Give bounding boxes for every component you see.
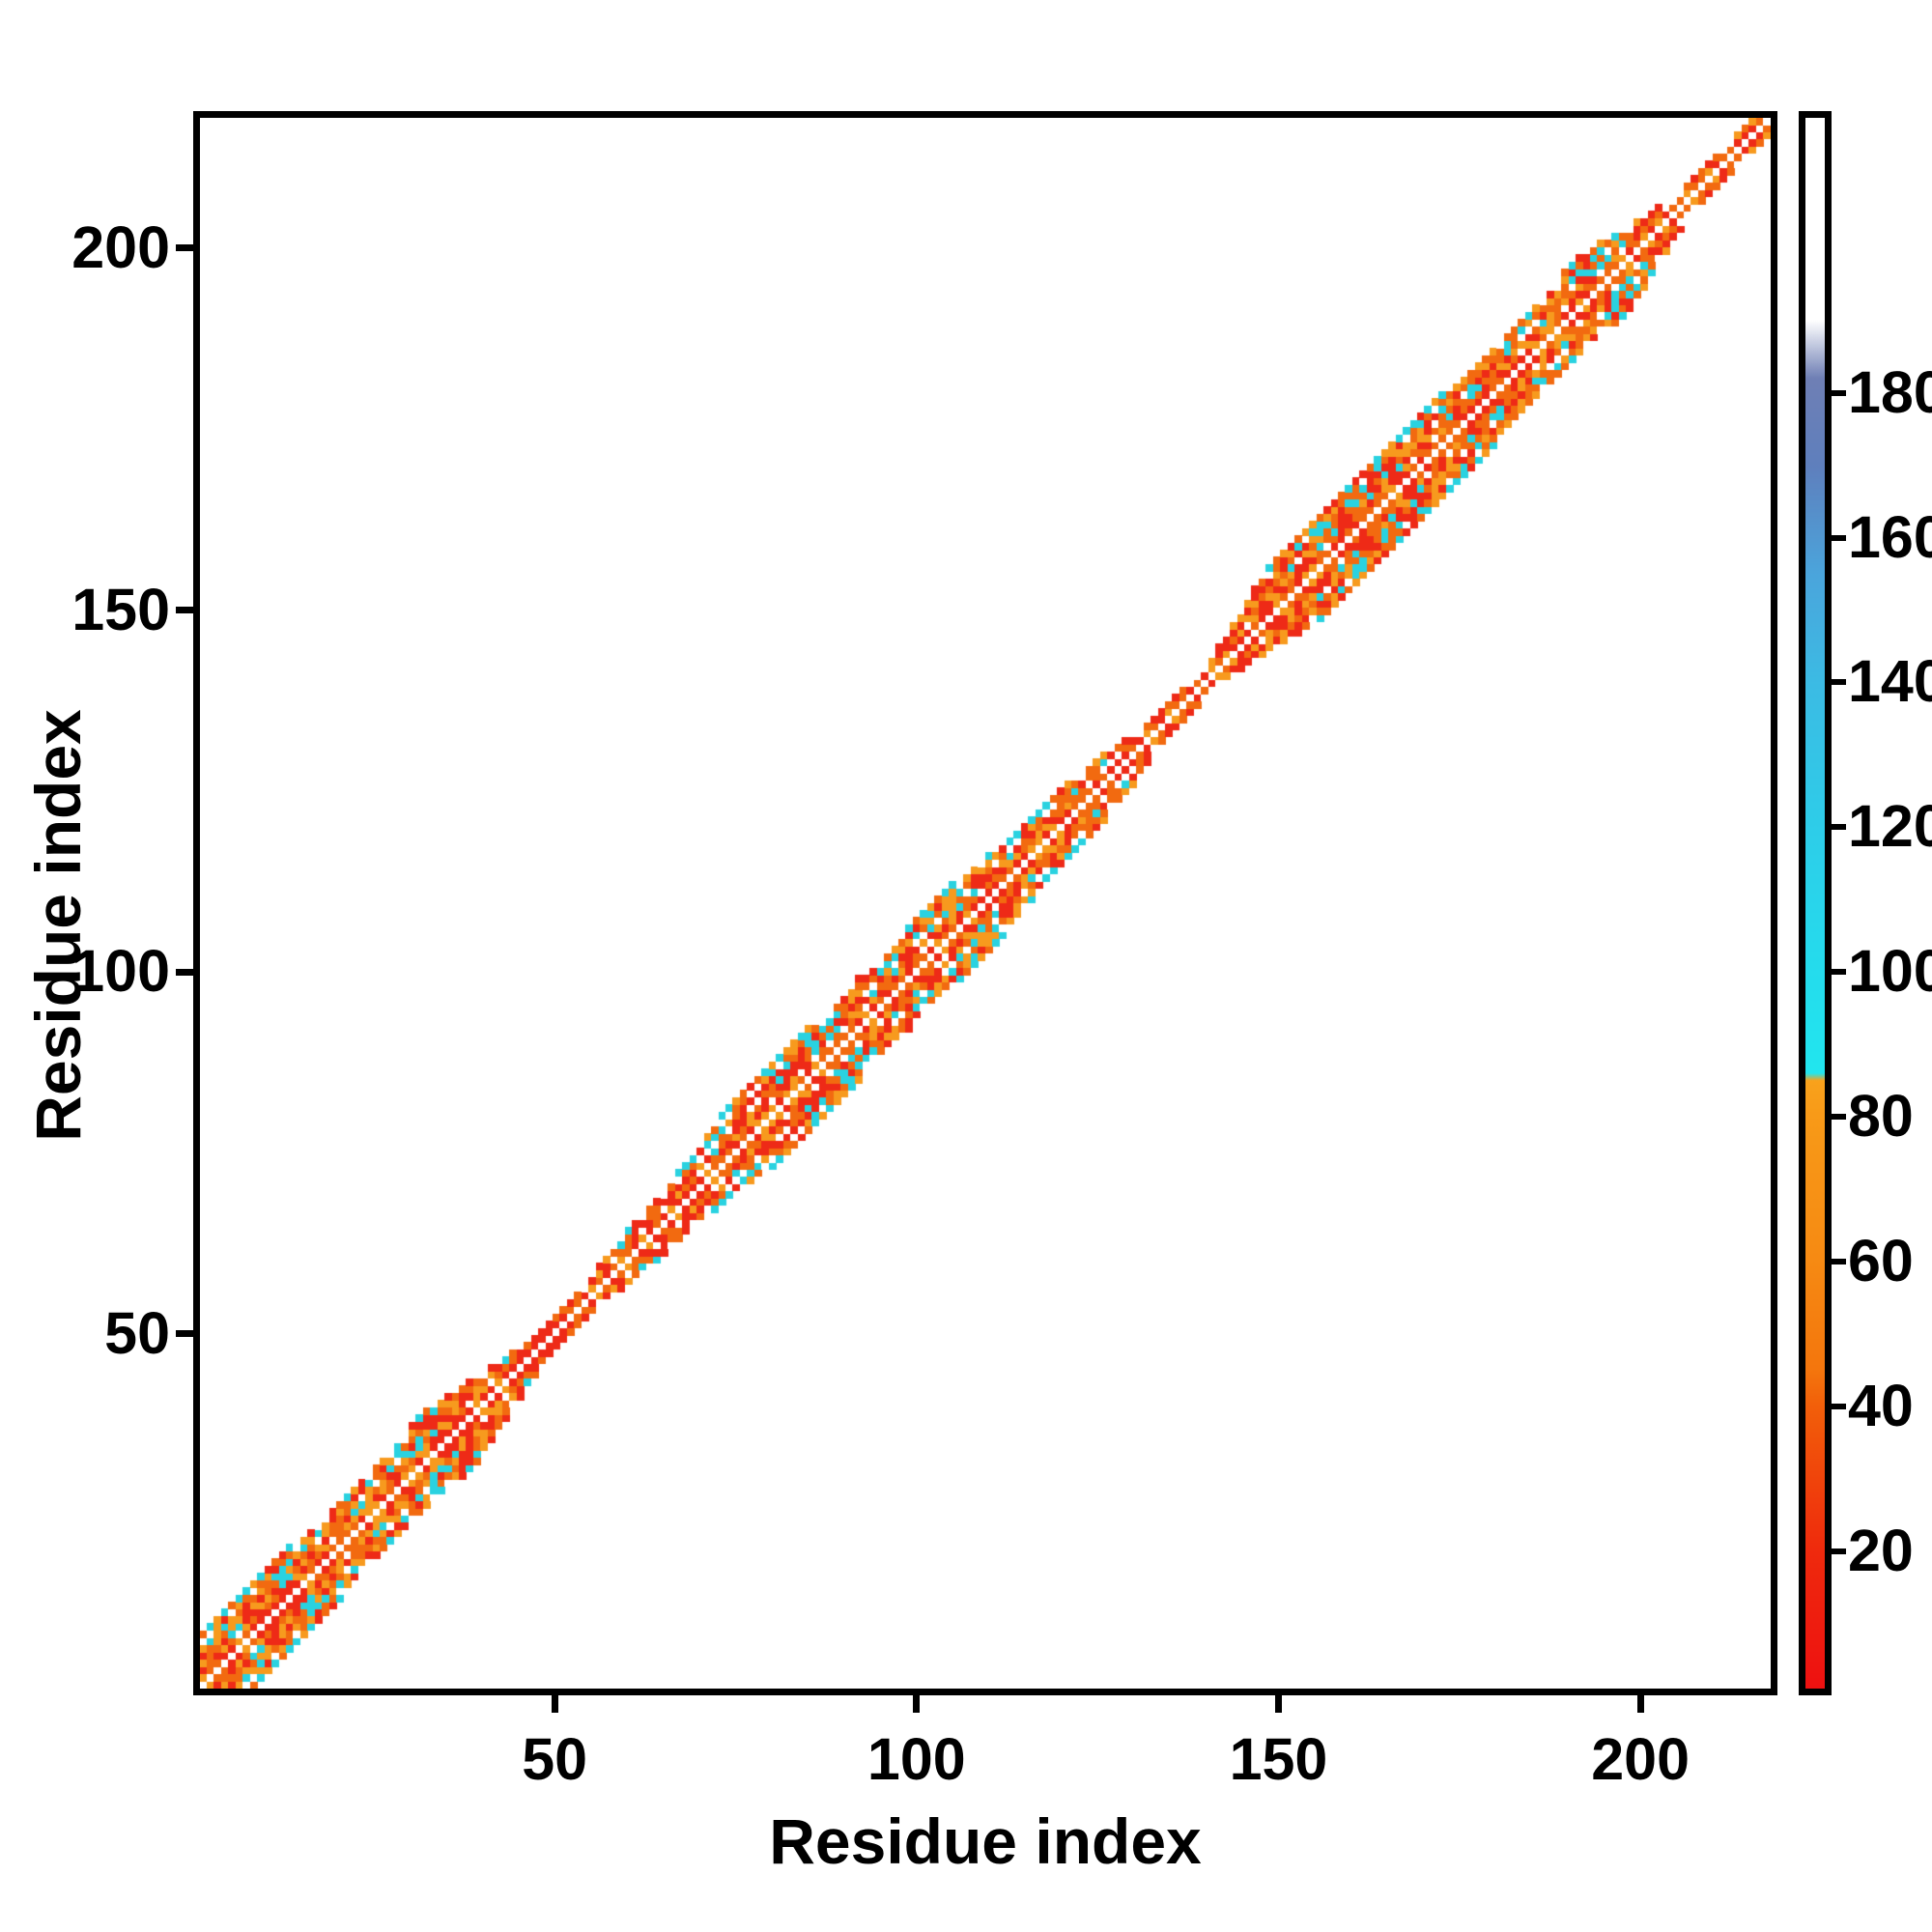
y-tick-label-200: 200 <box>71 213 170 280</box>
y-tick-mark-50 <box>176 1330 193 1338</box>
colorbar-tick-label-100: 100 <box>1848 938 1932 1005</box>
colorbar <box>1799 111 1832 1695</box>
x-tick-label-50: 50 <box>522 1726 588 1792</box>
colorbar-tick-label-40: 40 <box>1848 1372 1914 1438</box>
colorbar-tick-label-80: 80 <box>1848 1083 1914 1150</box>
contact-map-heatmap <box>200 118 1771 1689</box>
colorbar-tick-mark-120 <box>1832 824 1846 831</box>
colorbar-tick-mark-40 <box>1832 1403 1846 1409</box>
colorbar-gradient <box>1805 118 1825 1689</box>
y-tick-mark-200 <box>176 244 193 252</box>
y-tick-label-50: 50 <box>104 1299 170 1366</box>
colorbar-tick-mark-160 <box>1832 534 1846 541</box>
x-tick-mark-100 <box>913 1695 921 1713</box>
y-tick-label-150: 150 <box>71 576 170 642</box>
x-tick-mark-150 <box>1274 1695 1282 1713</box>
y-tick-mark-100 <box>176 968 193 976</box>
colorbar-tick-label-60: 60 <box>1848 1227 1914 1293</box>
colorbar-tick-label-180: 180 <box>1848 358 1932 425</box>
x-tick-label-150: 150 <box>1229 1726 1328 1792</box>
x-axis-title: Residue index <box>769 1805 1202 1877</box>
x-tick-label-200: 200 <box>1591 1726 1690 1792</box>
x-tick-mark-50 <box>551 1695 558 1713</box>
x-tick-mark-200 <box>1636 1695 1644 1713</box>
colorbar-tick-mark-140 <box>1832 679 1846 686</box>
colorbar-tick-mark-20 <box>1832 1548 1846 1554</box>
y-tick-label-100: 100 <box>71 938 170 1005</box>
colorbar-tick-mark-60 <box>1832 1258 1846 1264</box>
colorbar-tick-label-140: 140 <box>1848 648 1932 715</box>
colorbar-tick-label-120: 120 <box>1848 793 1932 860</box>
y-axis-title: Residue index <box>22 709 94 1142</box>
colorbar-tick-mark-100 <box>1832 969 1846 976</box>
colorbar-tick-label-20: 20 <box>1848 1517 1914 1583</box>
colorbar-tick-mark-80 <box>1832 1114 1846 1121</box>
contact-map-plot-area <box>193 111 1777 1695</box>
colorbar-tick-label-160: 160 <box>1848 503 1932 570</box>
colorbar-tick-mark-180 <box>1832 389 1846 396</box>
y-tick-mark-150 <box>176 607 193 614</box>
x-tick-label-100: 100 <box>867 1726 966 1792</box>
